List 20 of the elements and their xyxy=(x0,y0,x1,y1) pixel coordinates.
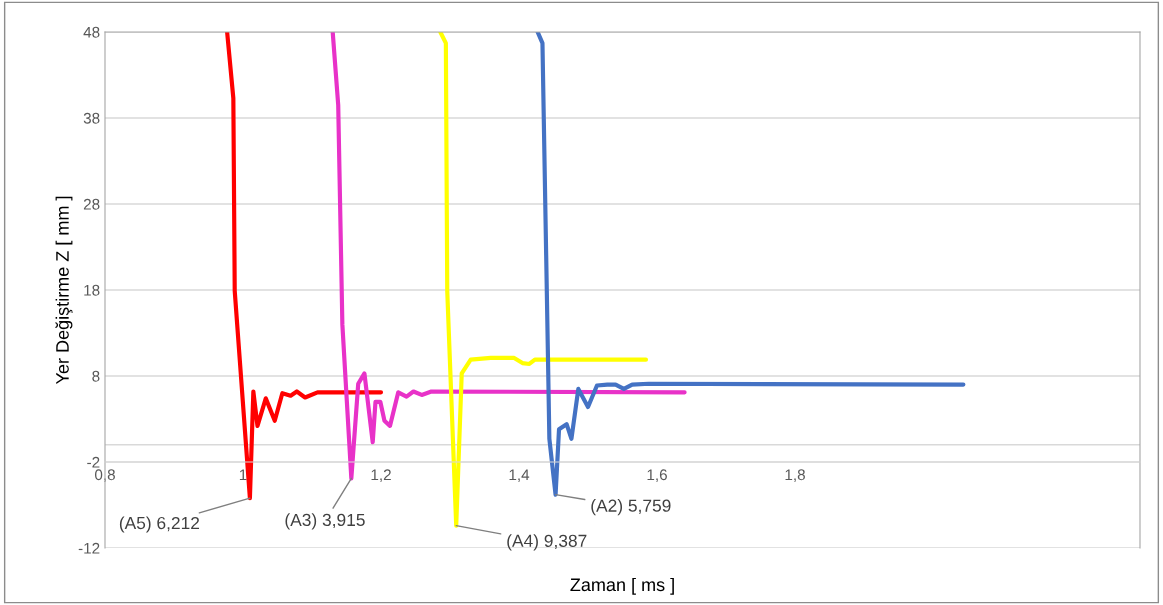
x-tick-label: 1,6 xyxy=(647,469,667,482)
y-tick-label: -2 xyxy=(87,456,100,468)
annotation: (A4) 9,387 xyxy=(507,534,587,551)
annotation: (A5) 6,212 xyxy=(119,516,200,533)
x-tick-label: 1,2 xyxy=(371,469,391,482)
y-tick-label: -12 xyxy=(78,542,100,554)
y-tick-label: 18 xyxy=(84,284,100,296)
x-tick-label: 1,4 xyxy=(509,469,530,482)
y-tick-label: 8 xyxy=(92,370,100,382)
annotation: (A2) 5,759 xyxy=(591,499,671,516)
y-axis-title: Yer Değiştirme Z [ mm ] xyxy=(55,196,73,385)
line-series xyxy=(330,32,687,481)
x-tick-label: 1,8 xyxy=(785,469,805,482)
y-tick-label: 38 xyxy=(83,112,100,124)
y-tick-label: 48 xyxy=(83,26,100,38)
x-tick-label: 0,8 xyxy=(94,469,115,482)
x-axis-title: Zaman [ ms ] xyxy=(570,577,674,595)
annotation: (A3) 3,915 xyxy=(285,513,365,530)
line-series xyxy=(535,32,966,497)
y-tick-label: 28 xyxy=(83,198,100,210)
